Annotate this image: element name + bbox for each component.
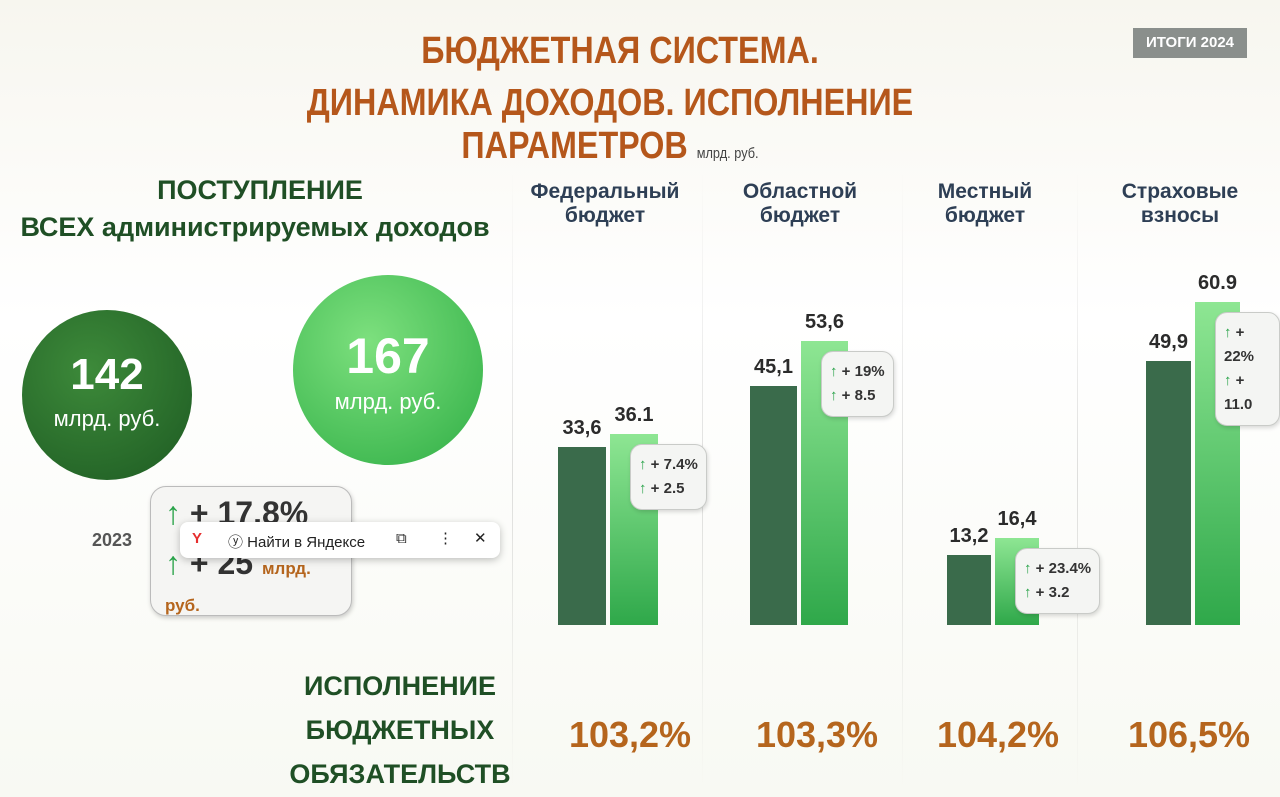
column-header: Страховые взносы bbox=[1121, 180, 1239, 227]
growth-abs-row: ↑ + 2.5 bbox=[639, 479, 685, 497]
growth-box: ↑ + 19% ↑ + 8.5 bbox=[821, 350, 894, 417]
yandex-icon: Y bbox=[192, 530, 203, 547]
bar bbox=[947, 555, 991, 625]
growth-abs: + 3.2 bbox=[1035, 584, 1070, 602]
growth-pct: + 19% bbox=[841, 362, 885, 380]
circle-value: 167 bbox=[346, 328, 430, 384]
growth-abs: + 8.5 bbox=[841, 386, 876, 404]
growth-abs-row: ↑ + 3.2 bbox=[1024, 584, 1070, 602]
column-header: Областной бюджет bbox=[742, 180, 858, 227]
circle-value: 142 bbox=[70, 350, 144, 399]
bar bbox=[750, 385, 797, 625]
execution-value: 106,5% bbox=[1127, 714, 1251, 755]
title: ДИНАМИКА ДОХОДОВ. ИСПОЛНЕНИЕ ПАРАМЕТРОВ … bbox=[202, 82, 1018, 168]
execution-value: 103,2% bbox=[568, 714, 692, 755]
title-line: БЮДЖЕТНАЯ СИСТЕМА. bbox=[421, 30, 819, 72]
value-label: 49,9 bbox=[1149, 330, 1188, 353]
growth-abs: + 2.5 bbox=[650, 479, 685, 497]
column-header: Федеральный бюджет bbox=[530, 180, 680, 227]
growth-pct: + 22% bbox=[1224, 324, 1255, 366]
growth-box: ↑ + 22% ↑ + 11.0 bbox=[1215, 312, 1280, 427]
bar bbox=[558, 446, 606, 625]
summary-title: ПОСТУПЛЕНИЕ bbox=[157, 175, 363, 205]
search-label: Найти в Яндексе bbox=[247, 534, 366, 551]
value-label: 60.9 bbox=[1198, 272, 1237, 295]
summary-subtitle: ВСЕХ администрируемых доходов bbox=[20, 212, 490, 242]
growth-box: ↑ + 7.4% ↑ + 2.5 bbox=[630, 443, 707, 510]
value-label: 53,6 bbox=[805, 310, 844, 333]
title: БЮДЖЕТНАЯ СИСТЕМА. bbox=[297, 30, 943, 73]
column-header: Местный бюджет bbox=[937, 180, 1033, 227]
year-label: 2023 bbox=[92, 530, 133, 550]
search-button[interactable]: ⓨ Найти в Яндексе bbox=[228, 534, 366, 551]
close-button[interactable]: ✕ bbox=[474, 530, 487, 547]
growth-abs-row: ↑ + 8.5 bbox=[830, 386, 876, 404]
growth-pct: + 7.4% bbox=[650, 455, 698, 473]
growth-pct-row: ↑ + 7.4% bbox=[639, 455, 698, 473]
value-label: 45,1 bbox=[754, 355, 793, 378]
growth-pct-row: ↑ + 22% bbox=[1224, 324, 1255, 366]
growth-box: ↑ + 23.4% ↑ + 3.2 bbox=[1015, 548, 1101, 615]
badge: ИТОГИ 2024 bbox=[1133, 28, 1247, 58]
separator bbox=[902, 170, 903, 790]
execution-title: ИСПОЛНЕНИЕ БЮДЖЕТНЫХ ОБЯЗАТЕЛЬСТВ bbox=[289, 671, 511, 789]
more-button[interactable]: ⋮ bbox=[438, 530, 453, 547]
yandex-popup: Y ⓨ Найти в Яндексе ⧉ ⋮ ✕ bbox=[180, 522, 500, 558]
growth-pct-row: ↑ + 23.4% bbox=[1024, 560, 1092, 578]
growth-unit: млрд. руб. bbox=[165, 559, 311, 615]
circle-2023: 142 млрд. руб. bbox=[22, 310, 192, 480]
value-label: 13,2 bbox=[949, 525, 989, 548]
bar bbox=[1146, 360, 1191, 625]
growth-pct: + 23.4% bbox=[1035, 560, 1092, 578]
title-line: ДИНАМИКА ДОХОДОВ. ИСПОЛНЕНИЕ ПАРАМЕТРОВ bbox=[306, 82, 914, 167]
separator bbox=[512, 170, 513, 790]
copy-button[interactable]: ⧉ bbox=[396, 530, 407, 547]
circle-unit: млрд. руб. bbox=[53, 406, 161, 431]
value-label: 36.1 bbox=[614, 403, 654, 426]
growth-abs: + 11.0 bbox=[1224, 372, 1253, 414]
separator bbox=[1077, 170, 1078, 790]
execution-value: 103,3% bbox=[755, 714, 879, 755]
execution-value: 104,2% bbox=[936, 714, 1060, 755]
value-label: 16,4 bbox=[997, 508, 1037, 531]
growth-pct-row: ↑ + 19% bbox=[830, 362, 885, 380]
growth-abs-row: ↑ + 11.0 bbox=[1224, 372, 1253, 414]
circle-unit: млрд. руб. bbox=[334, 389, 442, 414]
circle-2024: 167 млрд. руб. bbox=[293, 275, 483, 465]
value-label: 33,6 bbox=[562, 416, 602, 439]
unit: млрд. руб. bbox=[696, 145, 759, 162]
